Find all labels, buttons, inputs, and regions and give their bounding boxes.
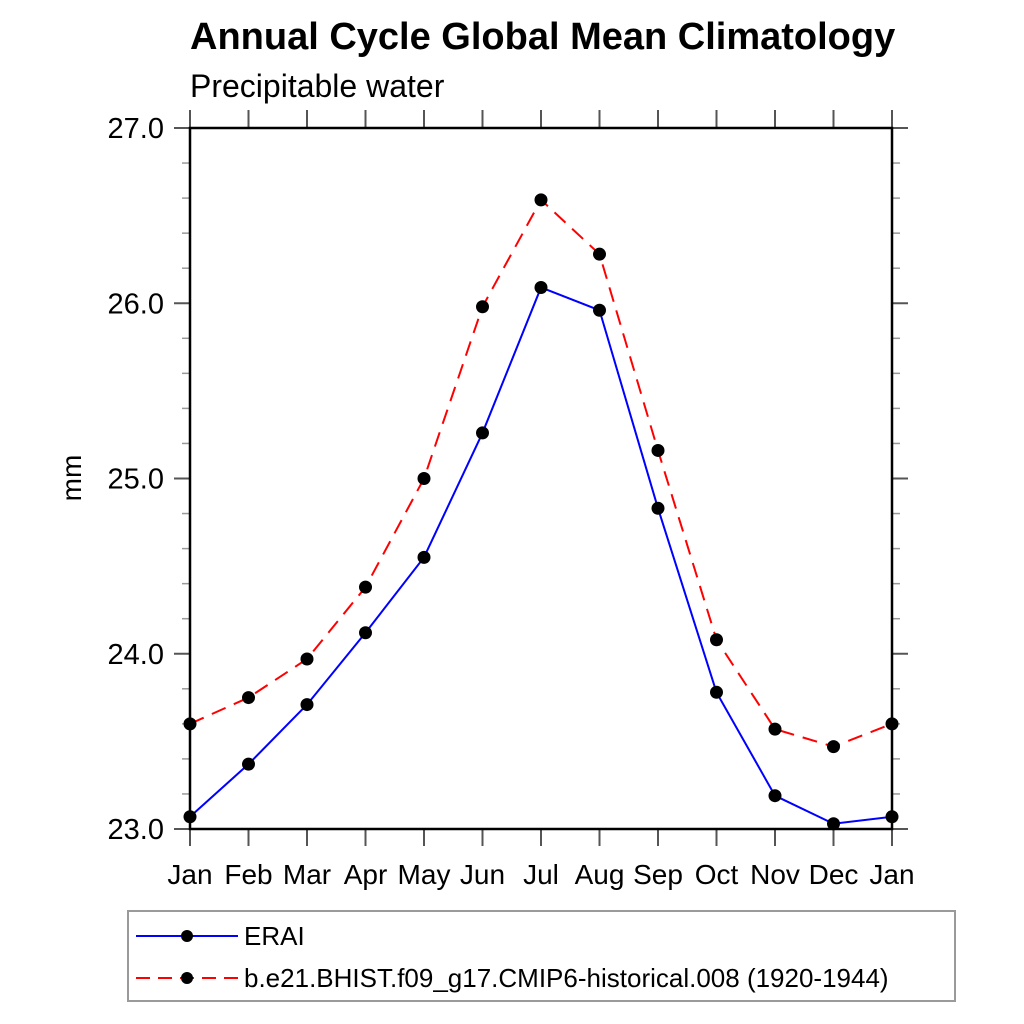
legend-line-sample-dashed <box>136 972 238 984</box>
data-point-marker <box>183 717 197 731</box>
chart-title: Annual Cycle Global Mean Climatology <box>190 16 896 58</box>
legend-line-sample-solid <box>136 930 238 942</box>
data-point-marker <box>710 685 723 699</box>
y-tick-label: 24.0 <box>108 639 164 671</box>
x-tick-label: Oct <box>695 859 739 890</box>
x-tick-label: Dec <box>809 859 859 890</box>
x-tick-label: Apr <box>344 859 388 890</box>
data-point-marker <box>242 691 255 705</box>
data-point-marker <box>300 652 314 666</box>
legend-item-erai: ERAI <box>129 915 954 957</box>
y-tick-label: 27.0 <box>108 113 164 145</box>
data-point-marker <box>417 472 431 485</box>
x-tick-label: Jan <box>167 859 212 890</box>
x-tick-label: Sep <box>633 859 683 890</box>
data-point-marker <box>476 300 489 314</box>
axes-box <box>188 126 894 831</box>
legend-label-model: b.e21.BHIST.f09_g17.CMIP6-historical.008… <box>244 963 889 993</box>
data-point-marker <box>534 280 548 294</box>
x-tick-label: Nov <box>750 859 800 890</box>
data-point-marker <box>593 247 606 261</box>
x-tick-label: Feb <box>224 859 272 890</box>
data-point-marker <box>359 580 372 594</box>
legend-label-erai: ERAI <box>244 921 305 951</box>
x-tick-label: Jun <box>460 859 505 890</box>
data-point-marker <box>885 810 899 824</box>
series-line-0 <box>189 286 893 825</box>
data-point-marker <box>242 757 255 771</box>
chart-subtitle: Precipitable water <box>190 68 445 104</box>
data-point-marker <box>768 722 782 736</box>
y-tick-label: 23.0 <box>108 814 164 846</box>
data-point-marker <box>417 550 431 564</box>
data-point-marker <box>476 426 489 440</box>
data-point-marker <box>183 810 197 824</box>
x-tick-label: Mar <box>283 859 331 890</box>
x-tick-label: Jul <box>523 859 559 890</box>
data-point-marker <box>300 698 314 712</box>
data-point-marker <box>359 626 372 640</box>
data-point-marker <box>593 303 606 317</box>
x-tick-label: May <box>398 859 451 890</box>
legend-marker-icon <box>181 930 193 942</box>
data-point-marker <box>768 789 782 803</box>
data-point-marker <box>885 717 899 731</box>
x-tick-label: Jan <box>869 859 914 890</box>
y-tick-label: 26.0 <box>108 288 164 320</box>
legend: ERAI b.e21.BHIST.f09_g17.CMIP6-historica… <box>127 910 956 1002</box>
data-point-marker <box>710 633 723 647</box>
data-point-marker <box>651 443 665 457</box>
data-point-marker <box>827 740 840 754</box>
data-point-marker <box>827 817 840 831</box>
x-tick-label: Aug <box>575 859 625 890</box>
y-tick-label: 25.0 <box>108 464 164 496</box>
data-point-marker <box>651 501 665 515</box>
data-point-marker <box>534 193 548 207</box>
legend-item-model: b.e21.BHIST.f09_g17.CMIP6-historical.008… <box>129 957 954 999</box>
legend-marker-icon <box>181 972 193 984</box>
